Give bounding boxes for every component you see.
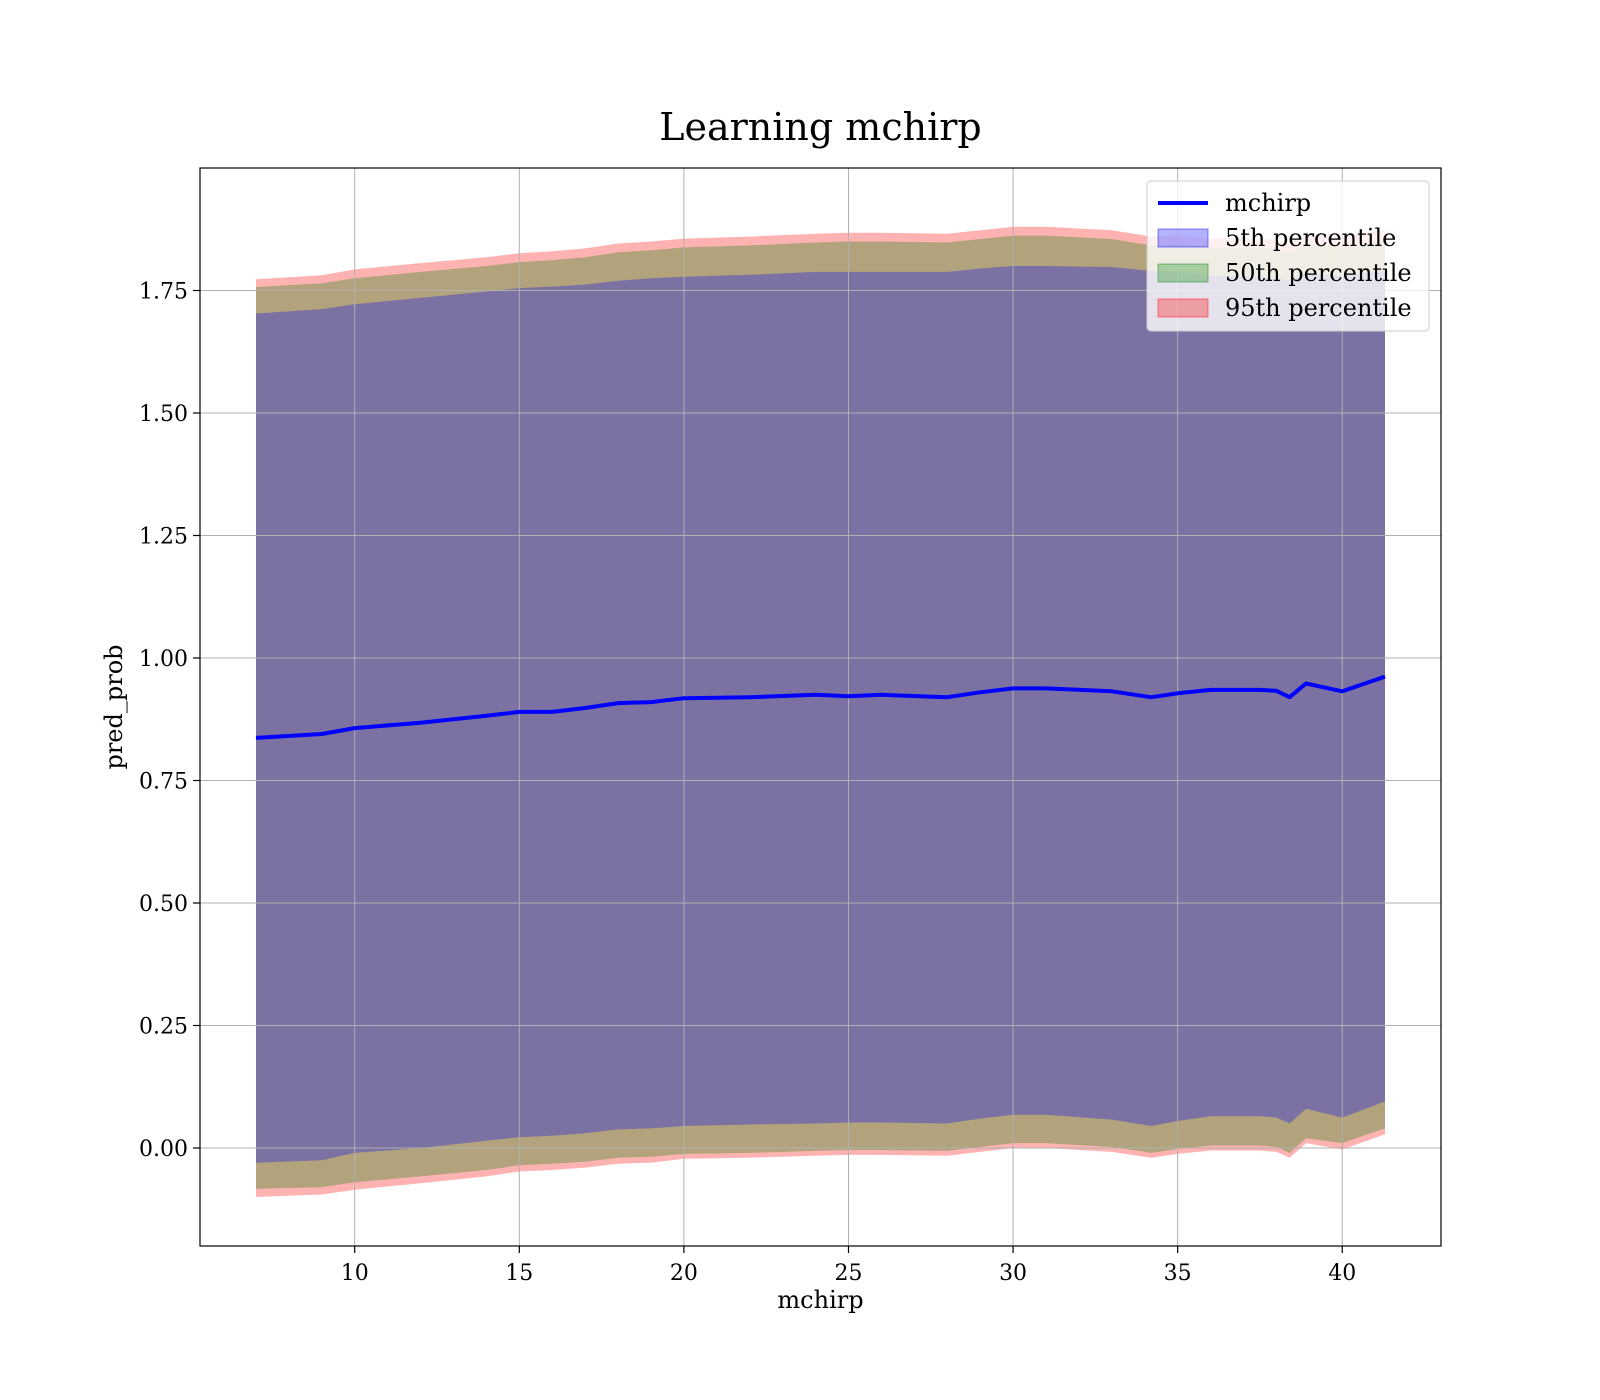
x-tick-label: 15 <box>505 1261 533 1286</box>
y-tick-label: 1.00 <box>139 647 188 672</box>
legend: mchirp 5th percentile 50th percentile 95th … <box>1146 180 1430 332</box>
legend-label: 50th percentile <box>1225 259 1412 287</box>
plot-frame <box>199 167 1442 1247</box>
line-mchirp <box>255 674 1386 740</box>
grid-layer <box>200 168 1441 1246</box>
x-tick-label: 20 <box>670 1261 698 1286</box>
y-tick-label: 0.75 <box>139 770 188 795</box>
bands-layer <box>256 226 1385 1198</box>
x-tick-label: 30 <box>999 1261 1027 1286</box>
band-5th-percentile <box>256 266 1385 1163</box>
y-axis-label: pred_prob <box>100 644 128 769</box>
y-tick-label: 0.00 <box>139 1137 188 1162</box>
legend-label: 95th percentile <box>1225 294 1412 322</box>
legend-items: mchirp 5th percentile 50th percentile 95th … <box>1157 189 1412 322</box>
band-50th-percentile <box>256 235 1385 1189</box>
chart-title: Learning mchirp <box>659 105 981 149</box>
y-tick-label: 0.25 <box>139 1015 188 1040</box>
legend-swatch-band <box>1157 228 1209 248</box>
legend-label: 5th percentile <box>1225 224 1396 252</box>
x-tick-label: 25 <box>834 1261 862 1286</box>
legend-label: mchirp <box>1225 189 1311 217</box>
x-tick-label: 40 <box>1328 1261 1356 1286</box>
y-tick-label: 1.50 <box>139 402 188 427</box>
y-tick-label: 1.25 <box>139 525 188 550</box>
band-95th-percentile <box>256 226 1385 1198</box>
x-tick-label: 35 <box>1164 1261 1192 1286</box>
line-layer <box>255 674 1386 740</box>
x-axis-label: mchirp <box>777 1286 863 1314</box>
legend-box <box>1146 180 1430 332</box>
legend-swatch-band <box>1157 298 1209 318</box>
y-tick-label: 0.50 <box>139 892 188 917</box>
y-tick-label: 1.75 <box>139 280 188 305</box>
legend-swatch-band <box>1157 263 1209 283</box>
ticks-layer: 10 15 20 25 30 35 40 0.00 0.25 0.50 0.75 1.00 1.25 1.… <box>139 280 1356 1287</box>
x-tick-label: 10 <box>341 1261 369 1286</box>
